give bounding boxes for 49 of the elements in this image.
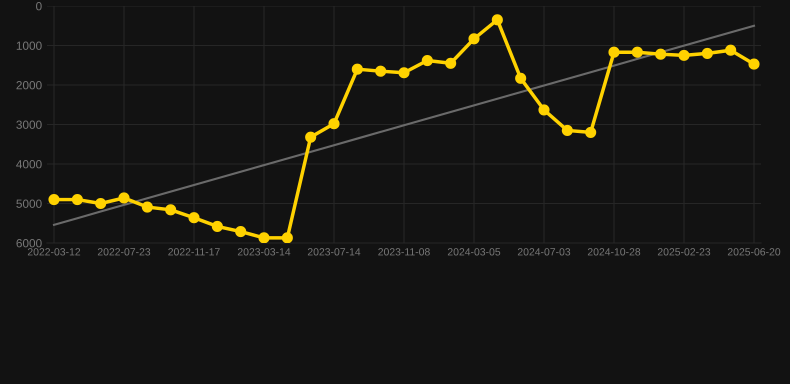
point <box>655 48 666 60</box>
y-tick-label: 4000 <box>16 160 42 168</box>
x-tick-label: 2022-03-12 <box>28 248 80 256</box>
x-tick-label: 2025-02-23 <box>658 248 710 256</box>
point <box>585 126 596 138</box>
point <box>375 66 386 77</box>
point <box>328 118 340 130</box>
point <box>515 72 526 84</box>
point <box>632 46 643 58</box>
point <box>538 104 550 116</box>
point <box>235 226 246 238</box>
y-tick-label: 2000 <box>16 81 42 90</box>
point <box>702 48 713 59</box>
point <box>118 192 130 204</box>
point <box>562 124 573 136</box>
x-tick-label: 2023-07-14 <box>308 248 360 256</box>
y-tick-label: 0 <box>36 2 42 10</box>
point <box>165 204 176 216</box>
point <box>95 198 106 210</box>
point <box>72 194 83 206</box>
point <box>48 194 60 206</box>
x-tick-label: 2023-03-14 <box>238 248 290 256</box>
x-tick-label: 2023-11-08 <box>378 248 430 256</box>
point <box>142 202 153 213</box>
x-tick-label: 2024-10-28 <box>588 248 640 256</box>
point <box>188 212 200 224</box>
point <box>258 232 270 243</box>
point <box>748 58 760 70</box>
point <box>422 54 433 66</box>
point <box>678 50 690 61</box>
point <box>468 33 480 44</box>
y-tick-label: 6000 <box>16 239 42 248</box>
point <box>445 58 456 69</box>
y-tick-label: 5000 <box>16 200 42 208</box>
point <box>282 232 293 243</box>
point <box>305 132 316 143</box>
x-tick-label: 2022-07-23 <box>98 248 150 256</box>
point <box>608 46 620 58</box>
x-tick-label: 2024-07-03 <box>518 248 570 256</box>
point <box>492 14 503 26</box>
x-tick-label: 2024-03-05 <box>448 248 500 256</box>
x-tick-label: 2022-11-17 <box>168 248 220 256</box>
x-tick-label: 2025-06-20 <box>728 248 780 256</box>
y-tick-label: 1000 <box>16 42 42 50</box>
point <box>352 64 363 75</box>
point <box>725 44 736 56</box>
point <box>398 67 410 78</box>
point <box>212 220 223 232</box>
y-tick-label: 3000 <box>16 120 42 129</box>
